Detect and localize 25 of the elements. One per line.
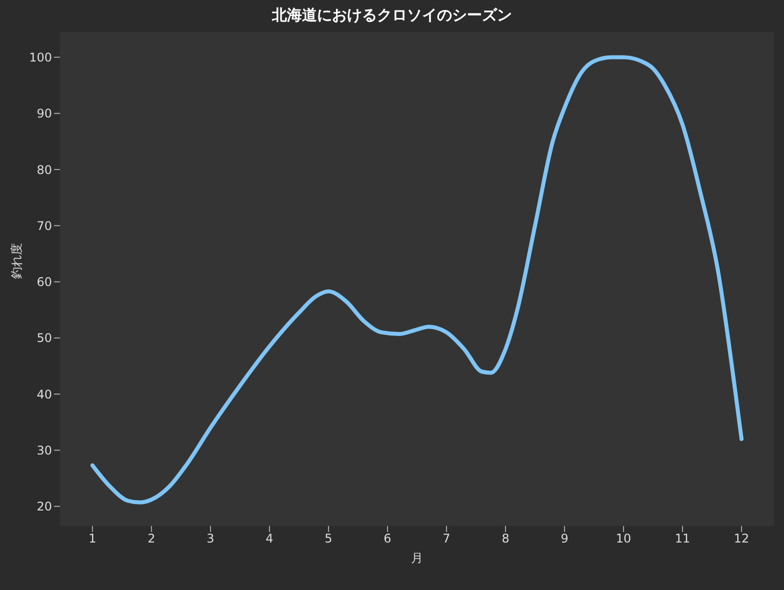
x-tick-label: 6 — [384, 532, 392, 546]
y-axis-title: 釣れ度 — [9, 243, 24, 279]
x-tick-label: 12 — [734, 532, 750, 546]
x-tick-label: 5 — [324, 532, 332, 546]
x-tick-label: 4 — [266, 532, 274, 546]
y-tick-label: 50 — [36, 331, 52, 346]
x-tick-label: 11 — [674, 532, 690, 546]
y-tick-label: 80 — [36, 162, 52, 177]
y-tick-label: 70 — [36, 218, 52, 233]
chart-title: 北海道におけるクロソイのシーズン — [270, 6, 513, 25]
line-series — [90, 55, 744, 504]
x-tick-label: 7 — [442, 532, 450, 546]
x-axis-title: 月 — [411, 551, 423, 565]
y-tick-label: 40 — [36, 387, 52, 402]
y-tick-label: 90 — [36, 106, 52, 121]
x-tick-label: 1 — [88, 532, 96, 546]
y-tick-label: 60 — [36, 275, 52, 290]
x-tick-label: 2 — [148, 532, 156, 546]
y-tick-label: 20 — [36, 500, 52, 514]
x-tick-label: 8 — [502, 532, 510, 546]
y-tick-label: 30 — [36, 443, 52, 458]
x-tick-label: 10 — [616, 532, 632, 546]
x-tick-label: 9 — [560, 532, 568, 546]
x-tick-label: 3 — [206, 532, 214, 546]
y-tick-label: 100 — [29, 50, 52, 65]
